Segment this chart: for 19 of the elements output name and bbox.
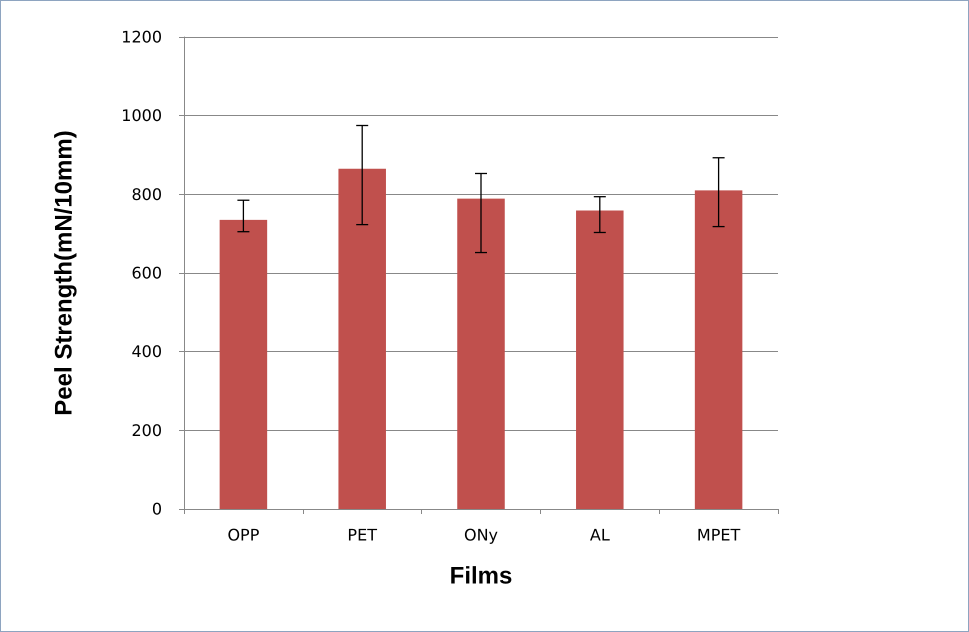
bar <box>220 220 268 509</box>
bar <box>457 198 505 509</box>
y-tick-label: 400 <box>131 342 162 362</box>
bar <box>576 210 624 509</box>
y-tick-label: 200 <box>131 420 162 440</box>
x-tick-label: MPET <box>696 526 740 544</box>
bar <box>694 190 742 509</box>
y-tick-label: 800 <box>131 184 162 204</box>
y-tick-label: 1000 <box>121 106 162 126</box>
y-axis-title: Peel Strength(mN/10mm) <box>50 130 78 416</box>
y-tick-label: 600 <box>131 264 162 282</box>
x-axis-title: Films <box>450 562 512 590</box>
y-tick-label: 1200 <box>121 28 162 46</box>
x-tick-label: ONy <box>464 526 498 544</box>
bar <box>338 168 386 509</box>
x-tick-label: AL <box>590 526 610 544</box>
x-tick-label: PET <box>347 526 378 544</box>
y-tick-label: 0 <box>152 500 162 518</box>
x-tick-label: OPP <box>227 526 260 544</box>
